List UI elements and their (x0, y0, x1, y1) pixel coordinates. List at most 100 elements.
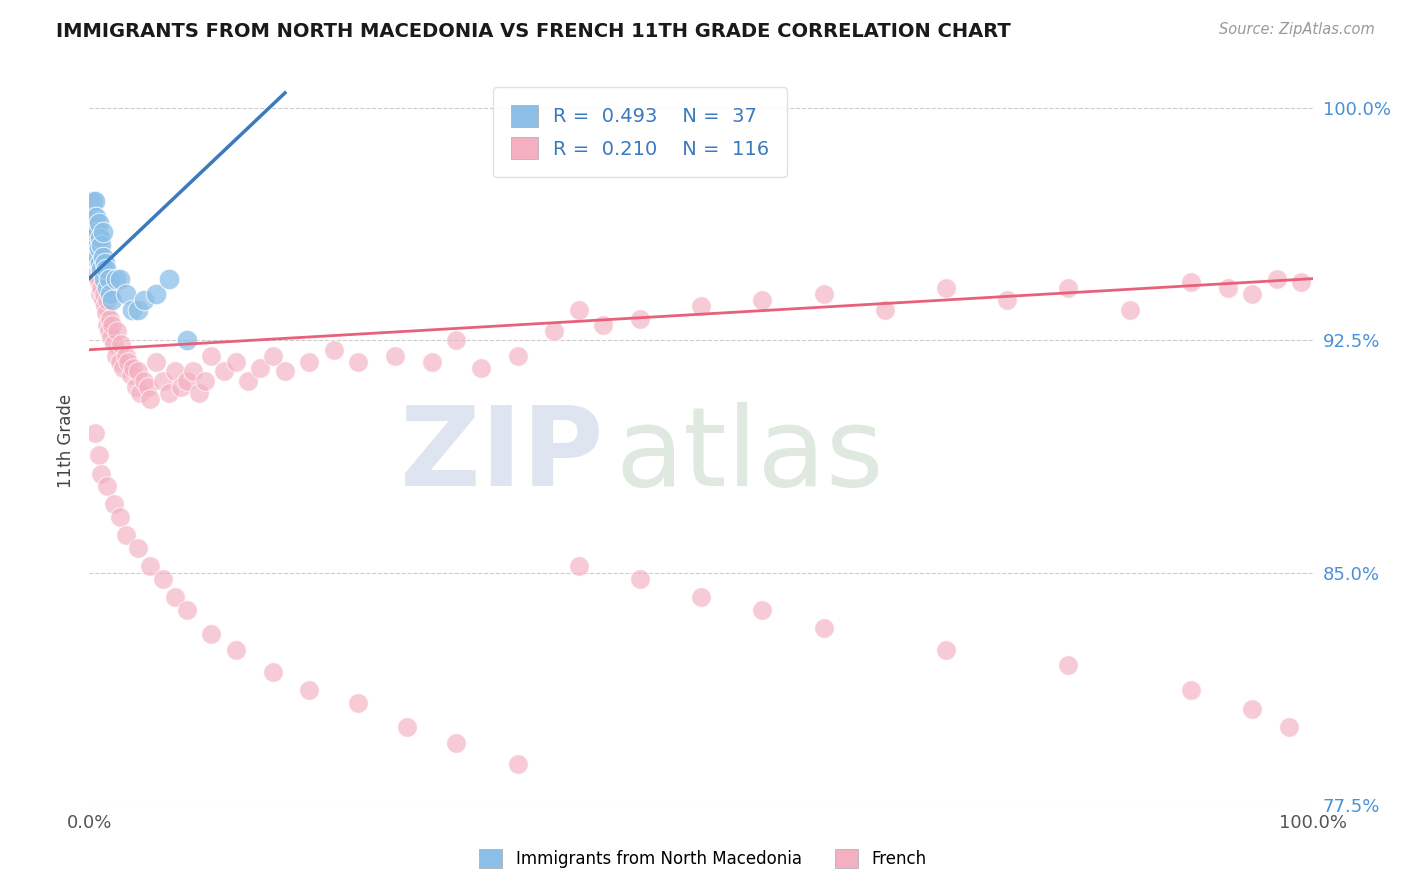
Point (79, 225, 101, 239)
Point (105, 349, 128, 363)
Point (134, 293, 156, 308)
Point (568, 302, 591, 317)
Point (84, 256, 107, 270)
Point (98, 311, 121, 326)
Point (690, 300, 713, 314)
Point (188, 386, 211, 401)
Point (103, 498, 125, 512)
Point (101, 318, 124, 332)
Point (751, 603, 773, 617)
Point (163, 364, 186, 378)
Point (751, 293, 773, 308)
Point (83, 231, 105, 245)
Point (84, 250, 107, 264)
Point (90, 281, 112, 295)
Point (628, 311, 651, 326)
Point (176, 334, 198, 348)
Point (384, 349, 406, 363)
Point (96, 293, 118, 308)
Point (105, 271, 128, 285)
Point (127, 302, 149, 317)
Point (298, 355, 321, 369)
Point (347, 355, 370, 369)
Point (91, 225, 114, 239)
Point (136, 380, 159, 394)
Point (86, 231, 108, 245)
Point (89, 262, 111, 277)
Point (87, 275, 110, 289)
Point (82, 206, 104, 220)
Point (935, 643, 957, 657)
Point (96, 305, 118, 319)
Point (139, 559, 162, 574)
Point (120, 368, 142, 382)
Point (274, 364, 297, 378)
Point (1180, 275, 1202, 289)
Point (1118, 302, 1140, 317)
Point (94, 300, 117, 314)
Point (86, 210, 108, 224)
Point (176, 603, 198, 617)
Point (96, 262, 118, 277)
Point (1241, 702, 1264, 716)
Point (170, 380, 193, 394)
Point (87, 241, 110, 255)
Legend: Immigrants from North Macedonia, French: Immigrants from North Macedonia, French (472, 842, 934, 875)
Point (90, 256, 112, 270)
Point (1289, 275, 1312, 289)
Legend: R =  0.493    N =  37, R =  0.210    N =  116: R = 0.493 N = 37, R = 0.210 N = 116 (494, 87, 787, 177)
Point (96, 479, 118, 493)
Point (80, 219, 103, 233)
Point (86, 241, 108, 255)
Point (568, 559, 591, 574)
Point (1057, 281, 1080, 295)
Point (145, 355, 167, 369)
Point (506, 349, 529, 363)
Point (470, 361, 492, 376)
Point (97, 271, 120, 285)
Point (873, 302, 896, 317)
Point (1180, 683, 1202, 698)
Point (181, 364, 204, 378)
Point (94, 256, 117, 270)
Point (84, 426, 107, 441)
Point (121, 302, 143, 317)
Point (446, 736, 468, 750)
Point (108, 271, 131, 285)
Point (86, 244, 108, 258)
Point (84, 231, 107, 245)
Point (592, 318, 614, 332)
Point (129, 386, 152, 401)
Point (1265, 271, 1288, 285)
Point (176, 374, 198, 388)
Point (122, 361, 145, 376)
Point (84, 219, 107, 233)
Point (100, 330, 122, 344)
Point (91, 250, 114, 264)
Point (86, 268, 108, 283)
Point (152, 572, 174, 586)
Point (262, 349, 284, 363)
Text: IMMIGRANTS FROM NORTH MACEDONIA VS FRENCH 11TH GRADE CORRELATION CHART: IMMIGRANTS FROM NORTH MACEDONIA VS FRENC… (56, 22, 1011, 41)
Point (813, 287, 835, 301)
Point (96, 281, 118, 295)
Point (86, 256, 108, 270)
Point (1241, 287, 1264, 301)
Y-axis label: 11th Grade: 11th Grade (58, 394, 75, 488)
Point (86, 250, 108, 264)
Point (93, 287, 115, 301)
Point (90, 237, 112, 252)
Point (91, 268, 114, 283)
Point (124, 380, 146, 394)
Point (200, 349, 222, 363)
Point (83, 210, 105, 224)
Point (249, 361, 271, 376)
Point (79, 194, 101, 209)
Point (90, 467, 112, 481)
Point (347, 696, 370, 710)
Point (157, 271, 180, 285)
Point (87, 216, 110, 230)
Point (98, 287, 121, 301)
Point (543, 324, 565, 338)
Point (80, 219, 103, 233)
